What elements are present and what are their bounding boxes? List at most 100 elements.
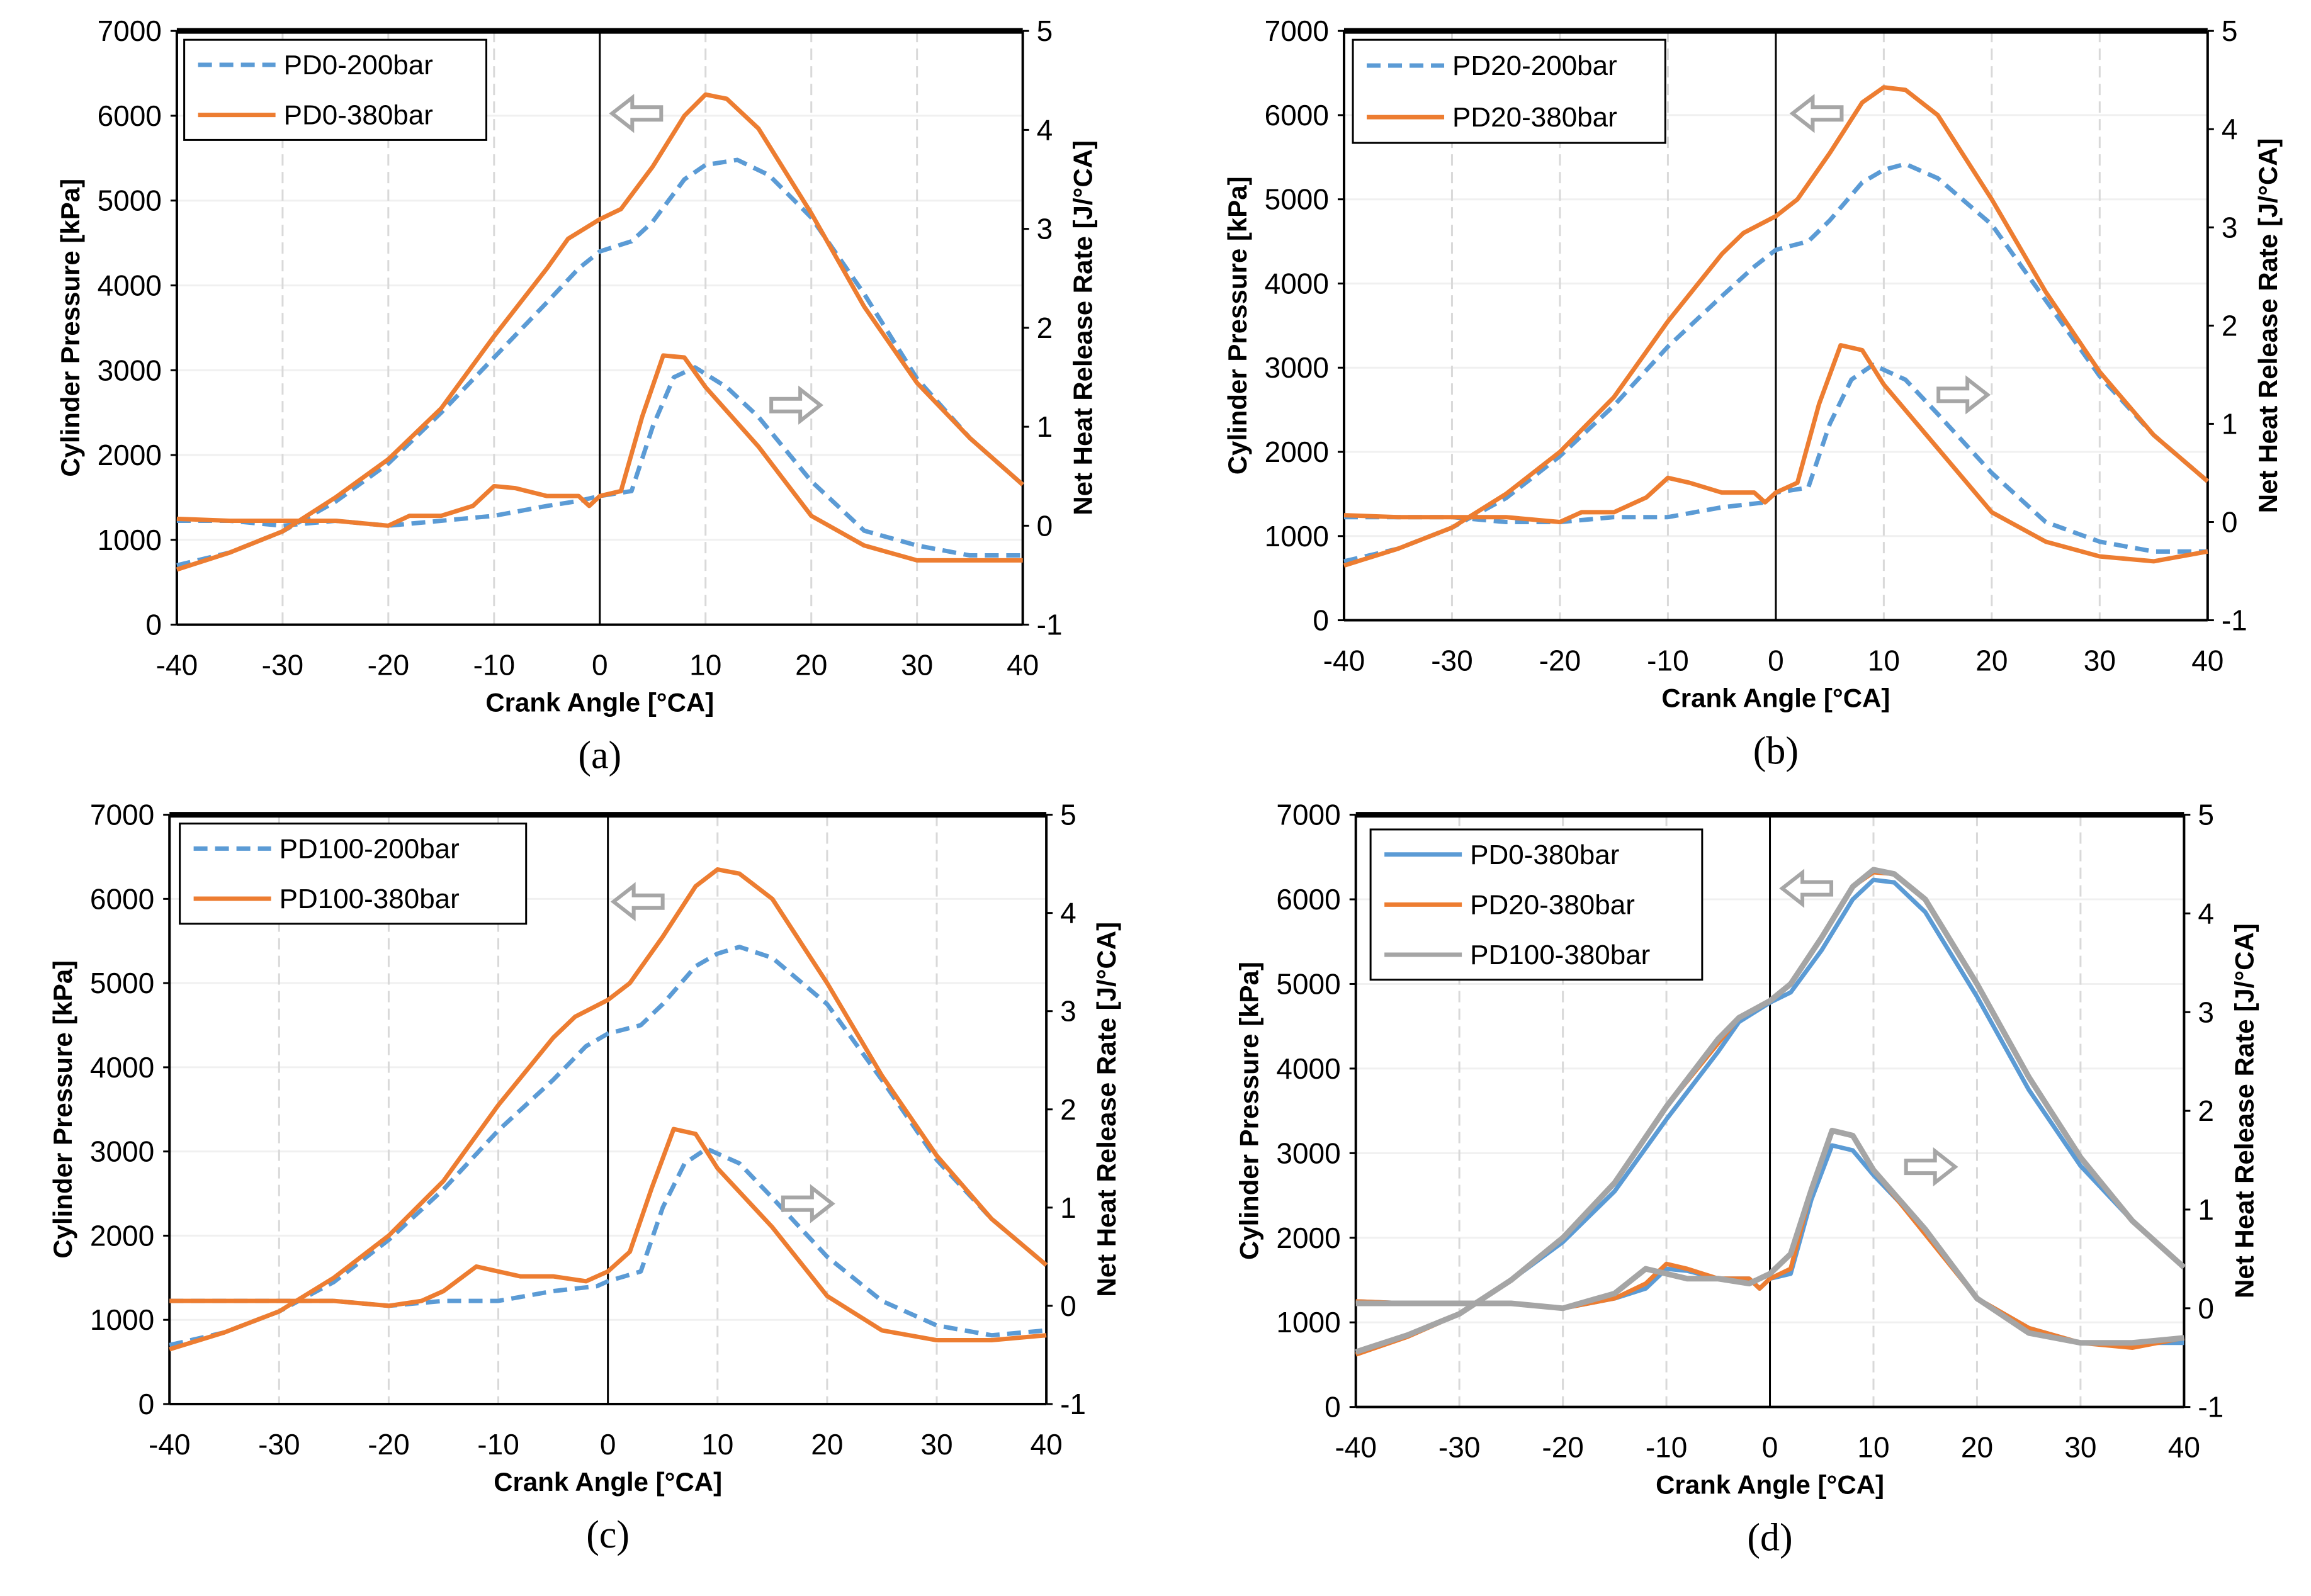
y-tick-label: 6000 — [1265, 99, 1329, 132]
pressure-line-pd0-200bar — [176, 157, 1024, 568]
arrow-left-icon — [610, 882, 665, 921]
x-tick-label: 20 — [795, 649, 827, 682]
arrow-right-icon — [1936, 375, 1991, 415]
x-tick-label: 40 — [1031, 1428, 1063, 1461]
y-tick-label: 7000 — [98, 14, 162, 47]
legend-label: PD20-200bar — [1452, 50, 1617, 81]
hrr-line-pd20-380bar — [1343, 343, 2208, 564]
y2-tick-label: 1 — [1060, 1191, 1076, 1224]
y2-tick-label: 5 — [2198, 799, 2214, 831]
arrow-right-icon — [1904, 1147, 1958, 1187]
y-tick-label: 1000 — [90, 1303, 154, 1336]
y-tick-label: 2000 — [98, 439, 162, 471]
chart-panel-2: 01000200030004000500060007000-1012345-40… — [48, 799, 1121, 1556]
y-tick-label: 5000 — [90, 967, 154, 999]
y2-axis-title: Net Heat Release Rate [J/°CA] — [2229, 923, 2259, 1298]
pressure-line-pd20-380bar — [1343, 85, 2210, 568]
legend-box — [179, 823, 528, 925]
y-axis-title: Cylinder Pressure [kPa] — [1235, 962, 1264, 1260]
y-tick-label: 7000 — [1276, 799, 1340, 831]
y2-tick-label: 4 — [2198, 897, 2214, 930]
y2-tick-label: 4 — [2222, 113, 2238, 145]
y-tick-label: 6000 — [98, 99, 162, 132]
y-tick-label: 5000 — [98, 184, 162, 217]
y-tick-label: 0 — [145, 609, 162, 641]
y-tick-label: 6000 — [90, 882, 154, 915]
y2-tick-label: 2 — [1037, 312, 1053, 344]
x-tick-label: 10 — [1857, 1431, 1889, 1464]
x-tick-label: 40 — [1007, 649, 1039, 682]
x-tick-label: 0 — [1768, 644, 1784, 677]
y-tick-label: 0 — [1325, 1391, 1341, 1424]
x-tick-label: 0 — [1762, 1431, 1778, 1464]
y2-tick-label: -1 — [1060, 1388, 1086, 1420]
y2-axis-title: Net Heat Release Rate [J/°CA] — [1068, 140, 1098, 515]
y-tick-label: 2000 — [1276, 1222, 1340, 1254]
y-tick-label: 3000 — [90, 1135, 154, 1168]
x-tick-label: 30 — [901, 649, 933, 682]
arrow-left-icon — [1789, 94, 1844, 133]
y2-tick-label: 1 — [2198, 1193, 2214, 1226]
x-axis-title: Crank Angle [°CA] — [494, 1467, 722, 1497]
y2-tick-label: -1 — [2222, 604, 2247, 637]
x-tick-label: -20 — [368, 1428, 409, 1461]
y-tick-label: 6000 — [1276, 883, 1340, 916]
legend-label: PD100-380bar — [280, 884, 460, 914]
y-tick-label: 0 — [1313, 604, 1329, 637]
legend: PD0-380bar PD20-380bar PD100-380bar — [1369, 828, 1704, 981]
y2-tick-label: 5 — [1037, 14, 1053, 47]
y-tick-label: 4000 — [1276, 1052, 1340, 1085]
y-tick-label: 1000 — [1265, 520, 1329, 553]
y-tick-label: 3000 — [98, 354, 162, 386]
x-tick-label: -30 — [1431, 644, 1472, 677]
y-tick-label: 3000 — [1276, 1137, 1340, 1169]
chart-panel-1: 01000200030004000500060007000-1012345-40… — [1223, 14, 2283, 772]
arrow-left-icon — [1779, 868, 1834, 908]
x-tick-label: 40 — [2191, 644, 2223, 677]
x-tick-label: 0 — [600, 1428, 616, 1461]
y-tick-label: 0 — [138, 1388, 155, 1420]
y2-tick-label: 5 — [2222, 14, 2238, 47]
legend-label: PD20-380bar — [1452, 102, 1617, 133]
y-tick-label: 1000 — [98, 524, 162, 556]
x-axis-title: Crank Angle [°CA] — [1656, 1470, 1884, 1500]
pressure-line-pd100-380bar — [169, 867, 1048, 1352]
x-tick-label: 20 — [1975, 644, 2008, 677]
x-tick-label: -30 — [1438, 1431, 1480, 1464]
legend: PD0-200bar PD0-380bar — [183, 38, 488, 141]
chart-panel-3: 01000200030004000500060007000-1012345-40… — [1235, 799, 2259, 1559]
y-axis-title: Cylinder Pressure [kPa] — [55, 179, 85, 477]
y2-tick-label: 3 — [2198, 996, 2214, 1028]
y2-tick-label: 0 — [1037, 509, 1053, 542]
x-tick-label: 20 — [811, 1428, 843, 1461]
y2-tick-label: 0 — [1060, 1290, 1076, 1322]
y2-tick-label: 3 — [1037, 213, 1053, 245]
y2-tick-label: -1 — [2198, 1391, 2223, 1424]
arrow-left-icon — [609, 94, 664, 133]
x-tick-label: -30 — [258, 1428, 300, 1461]
y2-tick-label: 4 — [1060, 897, 1076, 930]
pressure-line-pd100-380bar — [1355, 867, 2186, 1355]
x-tick-label: -10 — [1647, 644, 1688, 677]
y2-tick-label: 0 — [2222, 505, 2238, 538]
legend-label: PD0-380bar — [284, 100, 433, 131]
x-tick-label: -10 — [473, 649, 515, 682]
y2-tick-label: 5 — [1060, 799, 1076, 831]
arrow-right-icon — [769, 385, 824, 425]
x-tick-label: -20 — [368, 649, 409, 682]
y2-tick-label: 4 — [1037, 113, 1053, 146]
y-tick-label: 4000 — [90, 1051, 154, 1084]
pressure-line-pd20-200bar — [1343, 162, 2210, 564]
legend-box — [1352, 38, 1666, 144]
x-tick-label: 30 — [2084, 644, 2116, 677]
y-tick-label: 2000 — [1265, 436, 1329, 468]
y-axis-title: Cylinder Pressure [kPa] — [1223, 176, 1252, 475]
y2-tick-label: 1 — [1037, 410, 1053, 443]
panel-label: (b) — [1753, 730, 1799, 773]
x-tick-label: -20 — [1539, 644, 1581, 677]
legend-label: PD0-200bar — [284, 50, 433, 81]
legend-label: PD100-380bar — [1470, 940, 1650, 970]
y2-axis-title: Net Heat Release Rate [J/°CA] — [1092, 922, 1121, 1297]
x-tick-label: 20 — [1961, 1431, 1993, 1464]
